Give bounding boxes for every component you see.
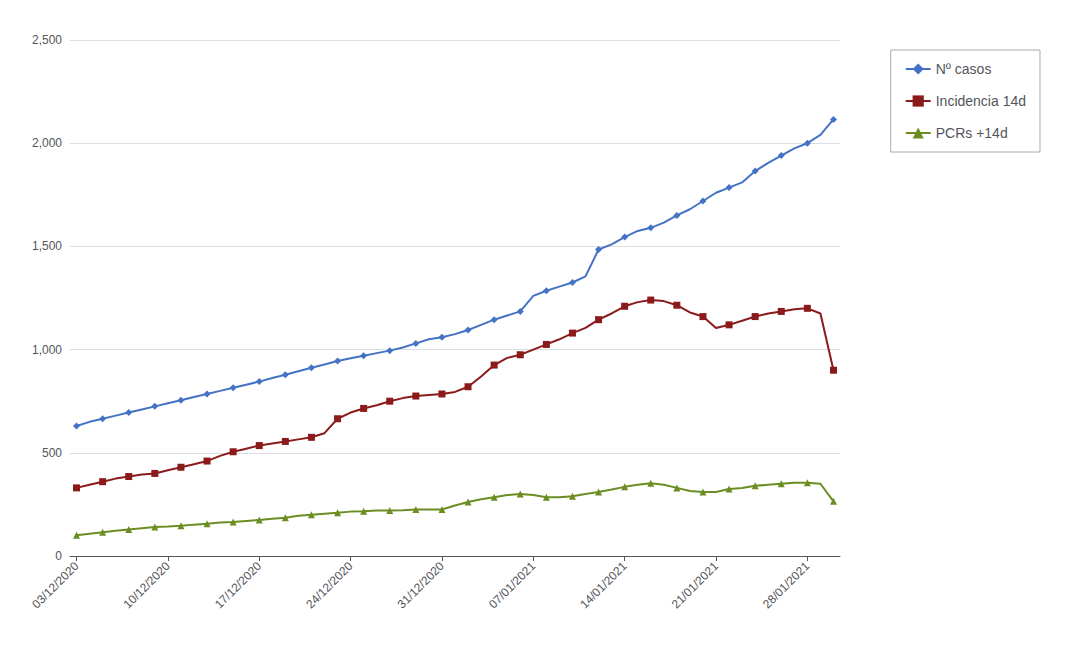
svg-text:24/12/2020: 24/12/2020	[303, 559, 356, 612]
svg-text:Incidencia 14d: Incidencia 14d	[936, 93, 1026, 109]
svg-text:28/01/2021: 28/01/2021	[760, 559, 813, 612]
svg-text:14/01/2021: 14/01/2021	[577, 559, 630, 612]
svg-text:2,000: 2,000	[32, 136, 62, 150]
svg-text:07/01/2021: 07/01/2021	[486, 559, 539, 612]
svg-text:1,500: 1,500	[32, 239, 62, 253]
svg-text:Nº casos: Nº casos	[936, 61, 992, 77]
svg-text:2,500: 2,500	[32, 33, 62, 47]
svg-text:1,000: 1,000	[32, 343, 62, 357]
svg-text:500: 500	[42, 446, 62, 460]
svg-text:31/12/2020: 31/12/2020	[395, 559, 448, 612]
svg-text:10/12/2020: 10/12/2020	[121, 559, 174, 612]
svg-text:03/12/2020: 03/12/2020	[29, 559, 82, 612]
svg-text:17/12/2020: 17/12/2020	[212, 559, 265, 612]
svg-text:PCRs +14d: PCRs +14d	[936, 125, 1008, 141]
svg-text:0: 0	[55, 549, 62, 563]
svg-text:21/01/2021: 21/01/2021	[669, 559, 722, 612]
